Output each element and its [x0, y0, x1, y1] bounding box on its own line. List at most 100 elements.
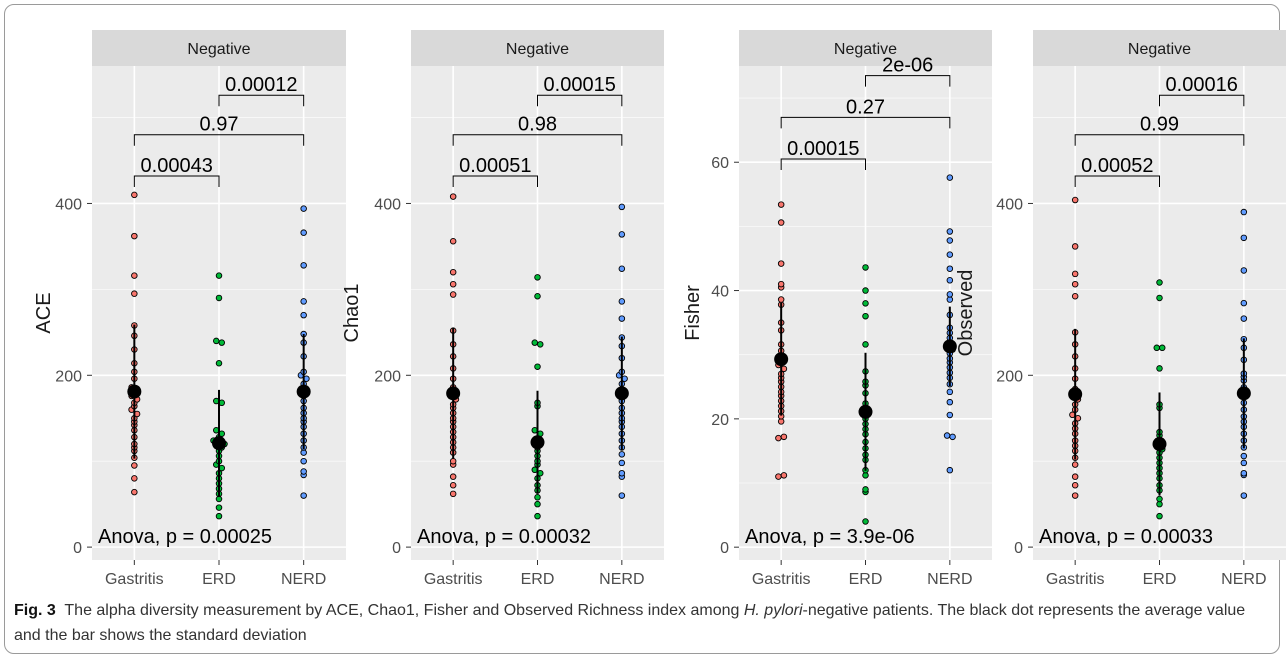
- data-point-nerd: [1240, 267, 1248, 274]
- x-tick-label: ERD: [521, 571, 555, 588]
- data-point-nerd: [618, 469, 626, 477]
- data-point-gastritis: [775, 434, 782, 442]
- data-point-nerd: [1240, 299, 1248, 307]
- facet-strip: [739, 30, 992, 66]
- x-tick-label: NERD: [927, 571, 972, 588]
- data-point-erd: [215, 272, 223, 279]
- data-point-erd: [534, 292, 541, 300]
- data-point-erd: [1156, 365, 1163, 372]
- data-point-erd: [218, 339, 225, 346]
- data-point-erd: [215, 360, 223, 367]
- data-point-gastritis: [780, 433, 788, 441]
- y-tick-label: 20: [711, 412, 729, 429]
- data-point-erd: [534, 494, 541, 501]
- comparison-bracket: [452, 175, 538, 187]
- data-point-gastritis: [1071, 292, 1079, 300]
- x-tick-label: Gastritis: [105, 571, 164, 588]
- data-point-erd: [531, 339, 539, 346]
- x-tick-label: ERD: [1143, 571, 1177, 588]
- data-point-nerd: [300, 311, 307, 319]
- facet-strip: [411, 30, 664, 66]
- data-point-nerd: [300, 457, 307, 465]
- y-tick-label: 200: [374, 368, 401, 385]
- facet-strip: [92, 30, 346, 66]
- comparison-bracket: [1074, 175, 1160, 187]
- mean-dot-erd: [1152, 437, 1167, 452]
- data-point-nerd: [300, 262, 307, 269]
- data-point-gastritis: [449, 490, 457, 498]
- data-point-nerd: [946, 398, 954, 406]
- anova-annotation: Anova, p = 0.00025: [98, 526, 272, 548]
- data-point-gastritis: [777, 201, 785, 208]
- data-point-gastritis: [775, 473, 782, 480]
- comparison-bracket: [218, 94, 305, 107]
- y-tick-label: 400: [374, 196, 401, 213]
- comparison-p-value: 0.99: [1140, 114, 1179, 136]
- data-point-gastritis: [1071, 196, 1079, 204]
- data-point-gastritis: [449, 193, 457, 200]
- data-point-erd: [1158, 344, 1166, 352]
- mean-dot-erd: [212, 436, 226, 451]
- comparison-bracket: [133, 175, 220, 187]
- data-point-nerd: [300, 229, 307, 236]
- facet-strip-label: Negative: [187, 41, 250, 58]
- data-point-nerd: [618, 298, 626, 305]
- data-point-gastritis: [131, 232, 138, 240]
- figure-caption: Fig. 3 The alpha diversity measurement b…: [14, 598, 1269, 648]
- comparison-p-value: 0.00016: [1166, 74, 1238, 96]
- data-point-gastritis: [449, 482, 457, 489]
- data-point-gastritis: [1071, 270, 1079, 278]
- chart-panel-observed: Negative 0 200 400 Observed Gastritis ERD NERD 0…: [955, 30, 1286, 588]
- data-point-nerd: [949, 433, 956, 441]
- comparison-p-value: 0.00051: [459, 155, 531, 177]
- data-point-erd: [534, 363, 541, 370]
- data-point-gastritis: [131, 475, 138, 482]
- mean-dot-gastritis: [1068, 387, 1083, 402]
- data-point-gastritis: [449, 457, 457, 465]
- y-tick-label: 0: [73, 540, 82, 557]
- data-point-gastritis: [777, 219, 785, 226]
- data-point-nerd: [300, 492, 307, 499]
- data-point-gastritis: [1071, 492, 1079, 499]
- data-point-erd: [215, 294, 223, 302]
- data-point-nerd: [946, 388, 954, 396]
- data-point-gastritis: [131, 462, 138, 469]
- mean-dot-nerd: [614, 386, 629, 401]
- comparison-p-value: 0.97: [200, 114, 239, 136]
- comparison-bracket: [1159, 94, 1245, 107]
- chart-panel-fisher: Negative 0 20 40 60 Fisher Gastritis ERD NERD 0.0…: [682, 30, 992, 588]
- comparison-p-value: 0.98: [518, 114, 557, 136]
- mean-dot-gastritis: [774, 352, 789, 367]
- data-point-erd: [862, 287, 869, 294]
- comparison-bracket: [780, 116, 951, 129]
- data-point-nerd: [618, 315, 626, 322]
- x-tick-label: ERD: [202, 571, 236, 588]
- x-tick-label: NERD: [281, 571, 326, 588]
- chart-panel-ace: Negative 0 200 400 ACE Gastritis ERD NERD 0.0004…: [33, 30, 346, 588]
- comparison-bracket: [1074, 134, 1245, 146]
- caption-label: Fig. 3: [14, 602, 56, 619]
- data-point-nerd: [946, 411, 954, 419]
- data-point-gastritis: [449, 473, 457, 480]
- comparison-bracket: [133, 134, 305, 146]
- data-point-erd: [1156, 512, 1163, 520]
- mean-dot-nerd: [942, 339, 957, 354]
- data-point-nerd: [946, 228, 954, 235]
- y-tick-label: 0: [720, 540, 729, 557]
- y-tick-label: 400: [996, 196, 1023, 213]
- data-point-nerd: [618, 203, 626, 211]
- data-point-gastritis: [449, 238, 457, 245]
- anova-annotation: Anova, p = 3.9e-06: [745, 526, 915, 548]
- y-axis-label: Fisher: [682, 285, 704, 341]
- data-point-erd: [862, 264, 869, 271]
- data-point-nerd: [946, 251, 954, 258]
- data-point-nerd: [946, 277, 954, 284]
- data-point-nerd: [618, 265, 626, 273]
- y-tick-label: 0: [1014, 540, 1023, 557]
- y-axis-label: Observed: [955, 270, 977, 357]
- data-point-gastritis: [449, 268, 457, 276]
- comparison-p-value: 2e-06: [882, 55, 933, 77]
- data-point-gastritis: [131, 290, 138, 297]
- data-point-nerd: [618, 492, 626, 499]
- chart-panel-chao1: Negative 0 200 400 Chao1 Gastritis ERD NERD 0.00…: [341, 30, 664, 588]
